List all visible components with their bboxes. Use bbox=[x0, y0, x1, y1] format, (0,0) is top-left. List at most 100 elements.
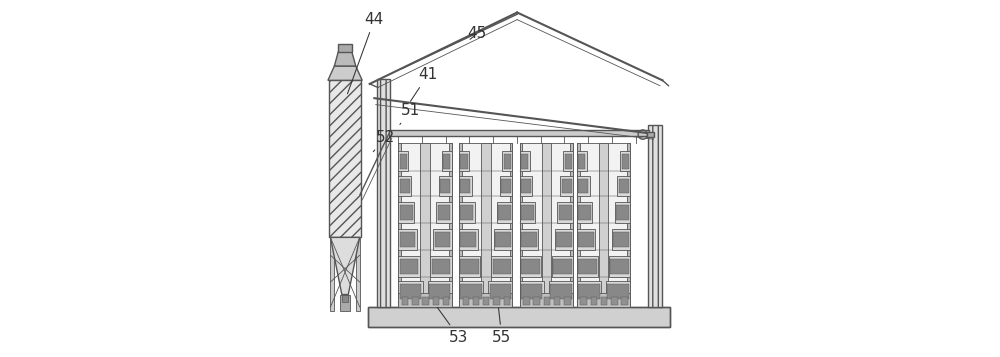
Bar bbox=[504, 154, 511, 169]
Bar bbox=[544, 297, 550, 305]
Bar bbox=[439, 176, 452, 196]
Bar bbox=[377, 79, 390, 307]
Bar bbox=[398, 143, 452, 307]
Bar bbox=[521, 205, 534, 220]
Bar bbox=[398, 229, 417, 250]
Bar bbox=[460, 259, 479, 274]
Bar bbox=[577, 229, 595, 250]
Bar bbox=[402, 297, 408, 305]
Bar bbox=[440, 178, 450, 193]
Bar bbox=[577, 293, 630, 307]
Bar bbox=[494, 229, 512, 250]
Bar bbox=[400, 178, 410, 193]
Bar bbox=[459, 176, 472, 196]
Bar bbox=[398, 281, 423, 302]
Bar bbox=[554, 297, 560, 305]
Bar bbox=[398, 256, 420, 277]
Bar bbox=[460, 284, 482, 299]
Bar bbox=[520, 176, 532, 196]
Bar bbox=[398, 151, 408, 171]
Bar bbox=[493, 297, 500, 305]
Bar bbox=[500, 176, 512, 196]
Bar bbox=[565, 154, 572, 169]
Bar bbox=[436, 202, 452, 223]
Bar bbox=[559, 205, 572, 220]
Bar bbox=[577, 143, 630, 307]
Bar bbox=[577, 202, 592, 223]
Bar bbox=[502, 151, 512, 171]
Bar bbox=[533, 297, 540, 305]
Text: 51: 51 bbox=[400, 103, 420, 125]
Bar bbox=[428, 281, 452, 302]
Bar bbox=[459, 151, 469, 171]
Polygon shape bbox=[334, 52, 356, 66]
Bar bbox=[577, 143, 580, 307]
Bar bbox=[389, 130, 649, 136]
Bar bbox=[627, 143, 630, 307]
Bar bbox=[619, 178, 629, 193]
Bar bbox=[611, 297, 618, 305]
Bar bbox=[398, 176, 411, 196]
Bar bbox=[550, 284, 572, 299]
Bar bbox=[549, 281, 573, 302]
Bar bbox=[616, 205, 629, 220]
Text: 53: 53 bbox=[437, 307, 469, 345]
Bar bbox=[368, 307, 670, 327]
Bar bbox=[620, 151, 630, 171]
Bar bbox=[400, 232, 415, 247]
Text: 45: 45 bbox=[467, 26, 486, 41]
Bar bbox=[504, 297, 510, 305]
Bar bbox=[400, 154, 407, 169]
Text: 44: 44 bbox=[347, 12, 384, 94]
Bar bbox=[521, 154, 528, 169]
Bar bbox=[400, 284, 421, 299]
Bar bbox=[459, 293, 512, 307]
Bar bbox=[553, 259, 572, 274]
Bar bbox=[556, 232, 572, 247]
Bar bbox=[601, 297, 607, 305]
Bar bbox=[438, 205, 450, 220]
Bar bbox=[591, 297, 597, 305]
Bar bbox=[460, 205, 473, 220]
Bar bbox=[442, 151, 452, 171]
Bar bbox=[563, 151, 573, 171]
Bar bbox=[555, 229, 573, 250]
Bar bbox=[580, 297, 587, 305]
Bar bbox=[473, 297, 479, 305]
Bar bbox=[483, 297, 489, 305]
Bar bbox=[521, 178, 531, 193]
Bar bbox=[609, 256, 630, 277]
Bar bbox=[610, 259, 629, 274]
Bar bbox=[578, 284, 600, 299]
Bar bbox=[578, 232, 594, 247]
Bar bbox=[520, 229, 538, 250]
Bar bbox=[432, 259, 450, 274]
Bar bbox=[557, 202, 573, 223]
Bar bbox=[617, 176, 630, 196]
Bar bbox=[459, 281, 483, 302]
Bar bbox=[342, 295, 348, 302]
Bar bbox=[560, 176, 573, 196]
Polygon shape bbox=[330, 237, 360, 295]
Bar bbox=[606, 281, 630, 302]
Bar bbox=[615, 202, 630, 223]
Bar bbox=[449, 143, 452, 307]
Bar bbox=[542, 143, 551, 307]
Polygon shape bbox=[328, 66, 362, 80]
Bar bbox=[400, 259, 418, 274]
Bar bbox=[564, 297, 571, 305]
Bar bbox=[433, 229, 452, 250]
Bar bbox=[520, 202, 535, 223]
Bar bbox=[622, 154, 629, 169]
Bar bbox=[495, 232, 511, 247]
Bar bbox=[510, 143, 512, 307]
Bar bbox=[329, 80, 361, 237]
Bar bbox=[368, 307, 670, 327]
Bar bbox=[459, 229, 478, 250]
Text: 52: 52 bbox=[373, 130, 395, 152]
Bar bbox=[460, 154, 468, 169]
Bar bbox=[647, 132, 654, 137]
Text: 55: 55 bbox=[492, 308, 511, 345]
Bar bbox=[488, 281, 512, 302]
Bar bbox=[460, 232, 476, 247]
